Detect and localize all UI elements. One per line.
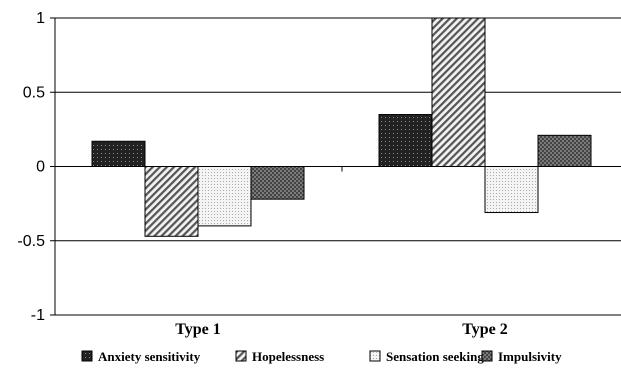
x-category-label: Type 1 xyxy=(175,321,220,338)
y-tick-label: 1 xyxy=(36,10,45,27)
bar xyxy=(378,114,433,167)
x-category-label: Type 2 xyxy=(462,321,507,338)
bar xyxy=(197,166,252,227)
y-axis-ticks: 1 0.5 0 -0.5 -1 xyxy=(17,10,55,324)
axes xyxy=(54,18,621,316)
legend-swatch xyxy=(369,350,381,362)
bar xyxy=(537,134,592,168)
bars xyxy=(91,17,592,237)
y-tick-label: 0.5 xyxy=(23,84,45,101)
legend-label: Anxiety sensitivity xyxy=(98,349,201,364)
legend-swatch xyxy=(81,350,93,362)
y-tick-label: -1 xyxy=(31,307,45,324)
legend: Anxiety sensitivity Hopelessness Sensation… xyxy=(81,349,562,364)
bar xyxy=(431,17,486,167)
bar xyxy=(91,140,146,168)
bar xyxy=(484,166,539,214)
y-tick-label: -0.5 xyxy=(17,233,45,250)
y-tick-label: 0 xyxy=(36,159,45,176)
legend-label: Hopelessness xyxy=(252,349,324,364)
legend-swatch xyxy=(235,350,247,362)
legend-swatch xyxy=(481,350,493,362)
bar xyxy=(144,166,199,237)
legend-label: Impulsivity xyxy=(498,349,562,364)
bar xyxy=(250,166,305,200)
legend-label: Sensation seeking xyxy=(386,349,484,364)
category-labels: Type 1 Type 2 xyxy=(175,321,507,338)
